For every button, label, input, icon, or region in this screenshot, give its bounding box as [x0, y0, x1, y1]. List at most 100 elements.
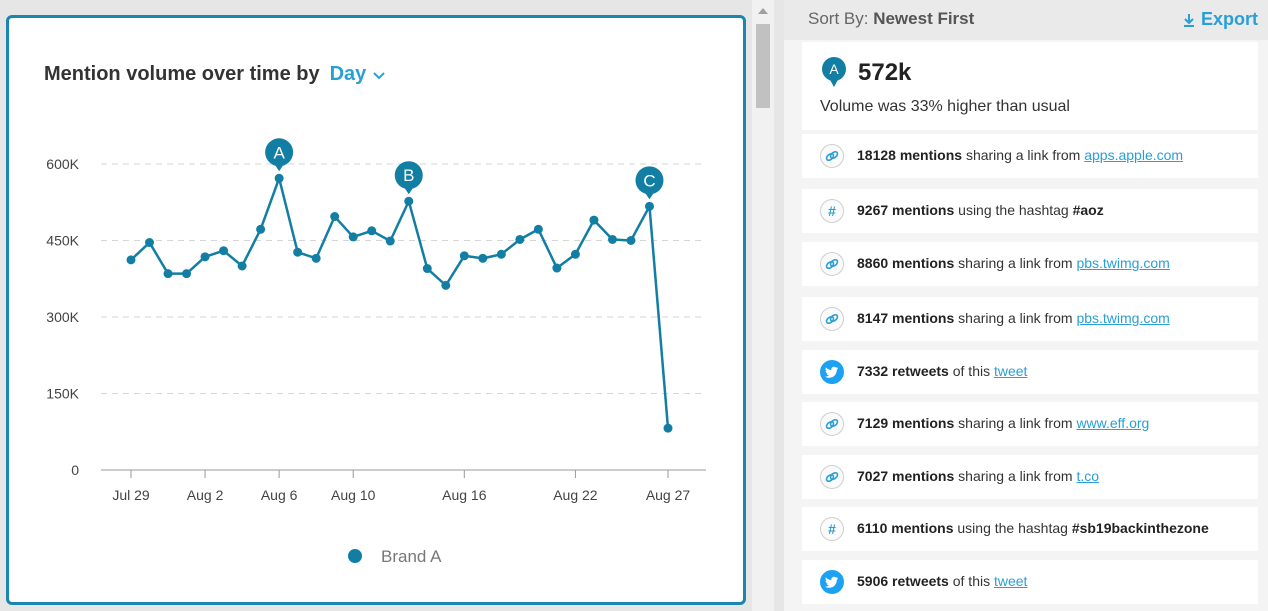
- data-point[interactable]: [478, 253, 488, 263]
- insight-text: 8147 mentions sharing a link from pbs.tw…: [857, 310, 1170, 326]
- x-tick-label: Aug 6: [261, 487, 298, 503]
- data-point[interactable]: [145, 238, 155, 248]
- insight-row[interactable]: #6110 mentions using the hashtag #sb19ba…: [802, 507, 1258, 551]
- insight-text: 7027 mentions sharing a link from t.co: [857, 468, 1099, 484]
- data-point[interactable]: [533, 224, 543, 234]
- insight-row[interactable]: #9267 mentions using the hashtag #aoz: [802, 189, 1258, 233]
- data-point[interactable]: [219, 246, 229, 256]
- sort-bar: Sort By: Newest First Export: [784, 0, 1268, 40]
- y-tick-label: 150K: [46, 386, 79, 402]
- export-label: Export: [1200, 9, 1258, 29]
- download-icon: [1183, 13, 1194, 27]
- annotation-marker-a[interactable]: [265, 138, 294, 167]
- data-point[interactable]: [163, 269, 173, 279]
- data-point[interactable]: [274, 173, 284, 183]
- data-point[interactable]: [515, 234, 525, 244]
- insight-text: 18128 mentions sharing a link from apps.…: [857, 147, 1183, 163]
- data-point[interactable]: [348, 232, 358, 242]
- annotation-label: C: [643, 171, 655, 190]
- data-point[interactable]: [570, 249, 580, 259]
- data-point[interactable]: [441, 280, 451, 290]
- insight-count: 8860 mentions: [857, 255, 955, 271]
- line-chart: 0 150K 300K 450K 600K Jul 29 Aug 2 Aug 6 Aug 10 A…: [46, 138, 706, 566]
- export-button[interactable]: Export: [1183, 9, 1258, 30]
- data-point[interactable]: [293, 247, 303, 257]
- link-icon: [820, 412, 844, 436]
- scroll-up-arrow-icon[interactable]: [758, 8, 768, 14]
- summary-description: Volume was 33% higher than usual: [820, 98, 1070, 115]
- data-point[interactable]: [200, 252, 210, 262]
- data-point[interactable]: [459, 251, 469, 261]
- x-tick-label: Aug 22: [553, 487, 598, 503]
- data-point[interactable]: [496, 249, 506, 259]
- data-point[interactable]: [367, 226, 377, 236]
- summary-card: A 572k Volume was 33% higher than usual: [802, 42, 1258, 130]
- data-point[interactable]: [385, 236, 395, 246]
- insight-link[interactable]: apps.apple.com: [1084, 147, 1184, 163]
- data-point[interactable]: [237, 261, 247, 271]
- insight-description: sharing a link from: [954, 415, 1077, 431]
- twitter-icon: [820, 360, 844, 384]
- data-point[interactable]: [589, 215, 599, 225]
- sort-control[interactable]: Sort By: Newest First: [808, 9, 974, 29]
- insight-text: 5906 retweets of this tweet: [857, 573, 1027, 589]
- insight-description: sharing a link from: [954, 310, 1077, 326]
- scrollbar-thumb[interactable]: [756, 24, 770, 108]
- data-point[interactable]: [126, 255, 136, 265]
- data-point[interactable]: [404, 196, 414, 206]
- chart-header: Mention volume over time by Day: [44, 63, 386, 86]
- insight-description: of this: [948, 573, 994, 589]
- y-tick-label: 300K: [46, 309, 79, 325]
- insight-link[interactable]: pbs.twimg.com: [1076, 255, 1170, 271]
- y-tick-label: 450K: [46, 233, 79, 249]
- chart-title: Mention volume over time by: [44, 63, 320, 85]
- insight-text: 9267 mentions using the hashtag #aoz: [857, 202, 1104, 218]
- granularity-value: Day: [329, 63, 367, 85]
- insight-description: using the hashtag: [953, 520, 1072, 536]
- insight-row[interactable]: 7129 mentions sharing a link from www.ef…: [802, 402, 1258, 446]
- data-point[interactable]: [182, 269, 192, 279]
- sort-label: Sort By:: [808, 9, 869, 28]
- summary-volume: 572k: [858, 59, 912, 86]
- data-point[interactable]: [663, 423, 673, 433]
- annotation-marker-b[interactable]: [394, 161, 423, 190]
- x-tick-label: Aug 16: [442, 487, 487, 503]
- y-tick-label: 600K: [46, 156, 79, 172]
- insight-row[interactable]: 8860 mentions sharing a link from pbs.tw…: [802, 242, 1258, 286]
- data-point[interactable]: [626, 236, 636, 245]
- insight-row[interactable]: 7332 retweets of this tweet: [802, 350, 1258, 394]
- insight-row[interactable]: 5906 retweets of this tweet: [802, 560, 1258, 604]
- link-icon: [820, 252, 844, 276]
- insight-description: of this: [948, 363, 994, 379]
- data-point[interactable]: [311, 253, 321, 263]
- data-point[interactable]: [330, 212, 340, 222]
- insight-row[interactable]: 7027 mentions sharing a link from t.co: [802, 455, 1258, 499]
- link-icon: [820, 307, 844, 331]
- data-point[interactable]: [644, 201, 654, 211]
- insight-link[interactable]: www.eff.org: [1076, 415, 1150, 431]
- insight-hashtag: #sb19backinthezone: [1071, 520, 1209, 536]
- insight-description: sharing a link from: [954, 255, 1077, 271]
- insight-row[interactable]: 8147 mentions sharing a link from pbs.tw…: [802, 297, 1258, 341]
- insight-link[interactable]: tweet: [993, 363, 1028, 379]
- data-point[interactable]: [607, 234, 617, 244]
- insight-link[interactable]: pbs.twimg.com: [1076, 310, 1170, 326]
- twitter-icon: [820, 570, 844, 594]
- vertical-scrollbar[interactable]: [752, 0, 774, 611]
- insight-row[interactable]: 18128 mentions sharing a link from apps.…: [802, 134, 1258, 178]
- insight-count: 7027 mentions: [857, 468, 955, 484]
- data-point[interactable]: [552, 263, 562, 273]
- insight-link[interactable]: tweet: [993, 573, 1028, 589]
- insights-panel: Sort By: Newest First Export A 572k Volu…: [784, 0, 1268, 611]
- legend-swatch-brand-a: [348, 549, 362, 563]
- data-point[interactable]: [422, 264, 432, 274]
- insight-count: 5906 retweets: [857, 573, 949, 589]
- insight-link[interactable]: t.co: [1076, 468, 1100, 484]
- insight-count: 18128 mentions: [857, 147, 963, 163]
- x-tick-label: Jul 29: [112, 487, 150, 503]
- insight-text: 7129 mentions sharing a link from www.ef…: [857, 415, 1149, 431]
- data-point[interactable]: [256, 224, 266, 234]
- insight-description: using the hashtag: [954, 202, 1073, 218]
- annotation-marker-c[interactable]: [635, 166, 664, 195]
- granularity-dropdown[interactable]: Day: [330, 63, 387, 86]
